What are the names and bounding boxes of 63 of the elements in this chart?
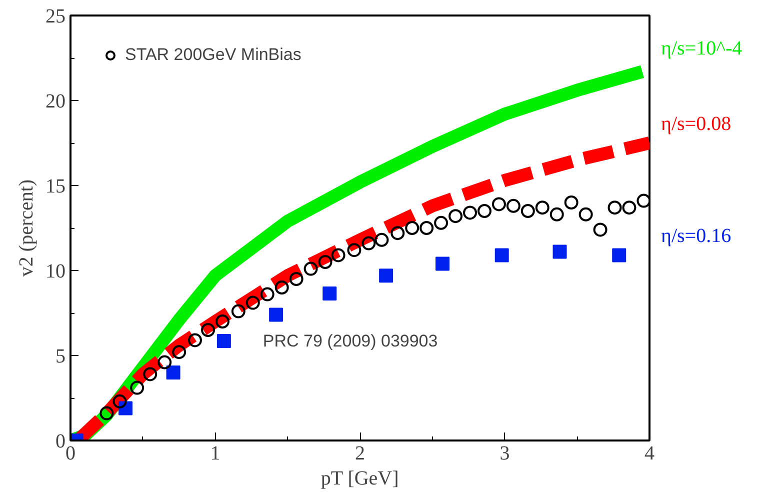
point: [477, 204, 492, 218]
point: [331, 248, 346, 262]
point: [520, 204, 535, 218]
x-tick-label: 1: [210, 442, 220, 464]
point: [289, 272, 304, 286]
point: [608, 200, 622, 215]
y-tick-label: 5: [56, 346, 66, 368]
point: [362, 236, 376, 250]
y-axis-title: v2 (percent): [16, 179, 38, 277]
y-tick-label: 15: [46, 176, 66, 198]
point: [390, 226, 405, 240]
point: [564, 196, 578, 210]
point: [506, 198, 520, 213]
point: [188, 333, 202, 348]
point: [260, 287, 274, 302]
point: [246, 296, 260, 310]
point: [550, 207, 564, 222]
x-axis-title: pT [GeV]: [320, 468, 399, 490]
point: [552, 244, 567, 259]
point: [322, 286, 337, 300]
point: [216, 334, 231, 348]
legend-label: STAR 200GeV MinBias: [125, 45, 302, 65]
series-label: η/s=0.16: [661, 225, 732, 248]
point: [112, 394, 127, 408]
point: [436, 256, 450, 271]
y-tick-label: 10: [46, 260, 66, 282]
point: [593, 222, 608, 237]
point: [636, 194, 650, 208]
point: [463, 206, 478, 220]
point: [158, 355, 172, 370]
point: [143, 367, 158, 382]
point: [535, 200, 550, 215]
point: [274, 280, 289, 294]
point: [622, 200, 636, 215]
point: [405, 221, 420, 235]
point: [434, 216, 448, 230]
point: [448, 209, 463, 224]
point: [374, 232, 389, 247]
y-tick-label: 25: [46, 6, 66, 28]
x-tick-label: 2: [355, 442, 365, 464]
series-label: η/s=10^-4: [661, 38, 742, 60]
point: [215, 314, 230, 328]
point: [379, 268, 394, 283]
point: [172, 345, 186, 360]
point: [201, 323, 216, 337]
point: [494, 248, 509, 262]
y-tick-label: 20: [46, 90, 66, 112]
point: [492, 197, 506, 212]
x-tick-label: 3: [500, 442, 510, 464]
point: [166, 366, 180, 380]
point: [130, 380, 144, 395]
point: [612, 248, 626, 262]
point: [318, 255, 332, 269]
point: [231, 304, 246, 318]
point: [100, 406, 114, 420]
point: [578, 207, 593, 222]
point: [269, 308, 284, 322]
annotation: PRC 79 (2009) 039903: [262, 331, 438, 350]
point: [420, 221, 434, 235]
point: [347, 243, 362, 258]
x-tick-label: 4: [644, 442, 654, 464]
point: [304, 262, 318, 276]
series-label: η/s=0.08: [661, 113, 732, 135]
